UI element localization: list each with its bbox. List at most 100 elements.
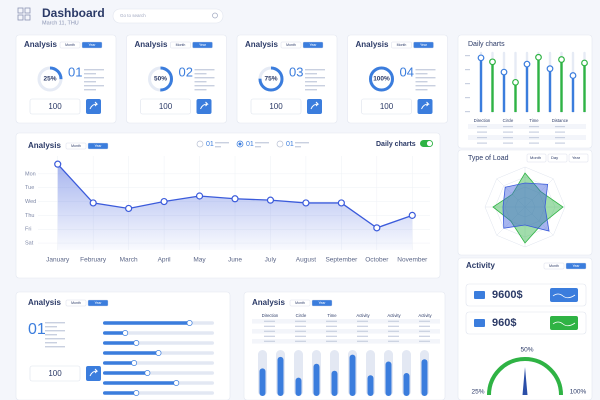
tab[interactable]	[302, 41, 324, 49]
card-number: 03	[289, 64, 303, 79]
tab-label: Year	[309, 43, 317, 47]
capsule-fill	[421, 359, 428, 396]
capsule-fill	[295, 377, 302, 396]
placeholder-text	[555, 131, 565, 133]
x-tick-label: March	[120, 257, 138, 264]
ring-progress	[369, 66, 394, 92]
placeholder-text	[84, 81, 96, 83]
tab[interactable]	[311, 299, 333, 307]
slider-knob[interactable]	[144, 370, 151, 376]
bar-cap	[546, 65, 554, 73]
slider-knob[interactable]	[173, 380, 180, 386]
placeholder-text	[555, 126, 565, 128]
placeholder-text	[215, 146, 221, 148]
tab[interactable]	[192, 41, 213, 49]
tab[interactable]	[391, 41, 412, 49]
placeholder-text	[477, 137, 487, 139]
tab[interactable]	[565, 262, 587, 270]
tab[interactable]	[170, 41, 191, 49]
radar-area	[502, 182, 550, 232]
placeholder-text	[477, 126, 487, 128]
placeholder-text	[555, 137, 565, 139]
placeholder-text	[477, 131, 487, 133]
tab[interactable]	[87, 142, 109, 150]
filter-label: Day	[551, 155, 558, 160]
legend-radio[interactable]	[196, 140, 204, 148]
go-button[interactable]	[417, 99, 433, 114]
menu-icon[interactable]	[17, 7, 31, 21]
go-arrow	[421, 101, 430, 110]
table-header: Activity	[356, 313, 370, 318]
tab-label: Month	[549, 264, 559, 268]
placeholder-text	[194, 77, 215, 79]
line-point	[302, 199, 310, 207]
slider-knob[interactable]	[133, 340, 140, 346]
bar-cap	[477, 54, 485, 62]
page-date: March 11, THU	[42, 20, 79, 26]
slider-fill	[103, 371, 148, 375]
placeholder-text	[388, 340, 399, 342]
placeholder-text	[84, 77, 104, 79]
slider-knob[interactable]	[131, 360, 138, 366]
slider-knob[interactable]	[155, 350, 162, 356]
tab[interactable]	[65, 299, 87, 307]
placeholder-text	[255, 142, 269, 144]
axis-placeholder	[465, 97, 470, 99]
table-header: Circle	[503, 118, 514, 123]
y-tick-label: Sat	[25, 241, 34, 247]
slider-knob[interactable]	[122, 330, 129, 336]
placeholder-text	[415, 85, 436, 87]
y-tick-label: Fri	[25, 227, 31, 233]
go-button[interactable]	[307, 99, 322, 114]
tab[interactable]	[543, 262, 565, 270]
table-row	[252, 334, 440, 339]
radar-area	[492, 172, 564, 244]
activity-amount: 9600$	[492, 289, 523, 301]
tab[interactable]	[280, 41, 302, 49]
tab[interactable]	[87, 299, 109, 307]
slider-fill	[103, 391, 137, 395]
placeholder-text	[503, 126, 513, 128]
placeholder-text	[295, 142, 309, 144]
filter-dropdown[interactable]	[547, 153, 568, 163]
legend-radio[interactable]	[276, 140, 284, 148]
slider-knob[interactable]	[133, 390, 140, 396]
tab[interactable]	[413, 41, 434, 49]
card-title: Analysis	[28, 298, 61, 307]
placeholder-text	[295, 146, 301, 148]
placeholder-text	[326, 325, 337, 327]
placeholder-text	[388, 325, 399, 327]
slider-knob[interactable]	[186, 320, 193, 326]
x-tick-label: July	[265, 257, 277, 264]
go-button[interactable]	[86, 99, 101, 114]
gauge-max: 100%	[570, 389, 587, 396]
placeholder-text	[388, 330, 399, 332]
placeholder-text	[305, 85, 325, 87]
go-button[interactable]	[86, 366, 101, 381]
x-tick-label: June	[228, 257, 242, 264]
tab[interactable]	[81, 41, 103, 49]
filter-dropdown[interactable]	[526, 153, 547, 163]
gauge-min: 25%	[471, 389, 484, 396]
placeholder-text	[357, 330, 368, 332]
bar-cap	[489, 58, 496, 66]
line-point	[408, 211, 416, 219]
table-header: Direction	[262, 313, 279, 318]
count-box	[29, 98, 81, 115]
filter-dropdown[interactable]	[568, 153, 589, 163]
go-arrow	[310, 101, 320, 110]
placeholder-text	[419, 335, 430, 337]
placeholder-text	[84, 89, 96, 91]
search-icon[interactable]	[212, 12, 218, 19]
placeholder-text	[415, 77, 436, 79]
go-button[interactable]	[196, 99, 212, 114]
tab[interactable]	[65, 142, 87, 150]
capsule-fill	[385, 361, 392, 396]
tab[interactable]	[59, 41, 81, 49]
search-box[interactable]	[112, 8, 224, 24]
ring-label: 25%	[43, 76, 56, 83]
tab[interactable]	[289, 299, 311, 307]
tab-label: Year	[199, 43, 207, 47]
tab-label: Month	[71, 301, 81, 305]
capsule-fill	[349, 354, 356, 396]
